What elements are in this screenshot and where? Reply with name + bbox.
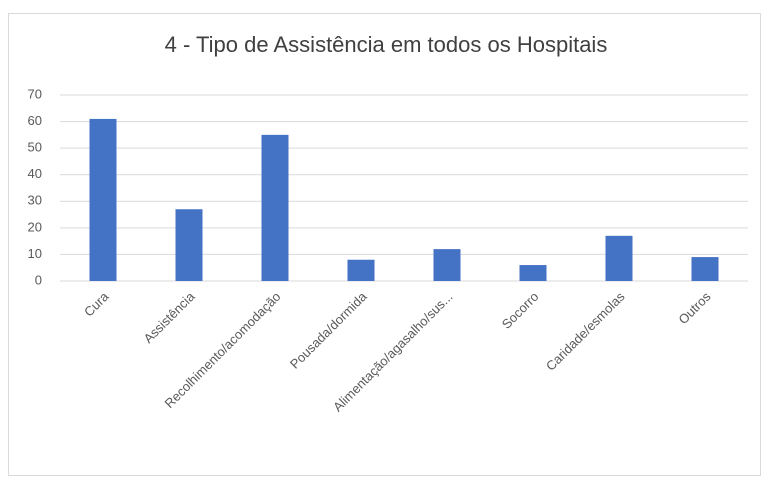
bar [175, 209, 203, 281]
chart-title: 4 - Tipo de Assistência em todos os Hosp… [165, 32, 608, 57]
chart-frame [8, 13, 761, 476]
y-tick-label: 30 [28, 193, 42, 208]
y-tick-label: 50 [28, 140, 42, 155]
bar [347, 259, 375, 281]
y-tick-label: 10 [28, 246, 42, 261]
bar [433, 249, 461, 281]
bar [605, 235, 633, 281]
y-tick-label: 40 [28, 166, 42, 181]
bar [691, 257, 719, 281]
bar [89, 118, 117, 282]
bar [261, 134, 289, 281]
y-tick-label: 70 [28, 86, 42, 101]
y-tick-label: 20 [28, 219, 42, 234]
bar [519, 265, 547, 281]
y-tick-label: 60 [28, 113, 42, 128]
y-tick-label: 0 [35, 272, 42, 287]
